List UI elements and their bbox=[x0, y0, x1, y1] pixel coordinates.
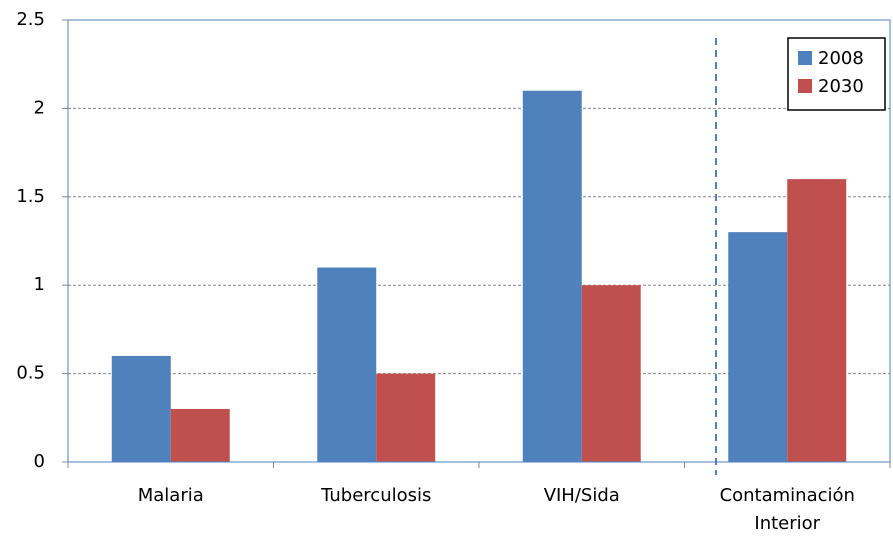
bar bbox=[111, 355, 171, 462]
legend-label: 2030 bbox=[818, 76, 864, 97]
x-tick-label: Tuberculosis bbox=[321, 485, 432, 506]
y-tick-label: 0.5 bbox=[16, 363, 45, 384]
y-tick-label: 1 bbox=[34, 274, 45, 295]
bar bbox=[170, 408, 230, 462]
x-tick-label: VIH/Sida bbox=[543, 485, 620, 506]
x-tick-label: Contaminación Interior bbox=[719, 485, 855, 534]
y-tick-label: 1.5 bbox=[16, 186, 45, 207]
bar bbox=[376, 373, 436, 462]
bar bbox=[581, 285, 641, 462]
x-tick-label: Malaria bbox=[137, 485, 204, 506]
bar bbox=[522, 90, 582, 462]
y-tick-label: 2.5 bbox=[16, 9, 45, 30]
bar bbox=[787, 179, 847, 462]
plot-frame bbox=[67, 19, 891, 463]
y-tick-label: 0 bbox=[34, 451, 45, 472]
legend-swatch bbox=[798, 79, 812, 93]
bar bbox=[317, 267, 377, 462]
legend-label: 2008 bbox=[818, 48, 864, 69]
y-tick-label: 2 bbox=[34, 97, 45, 118]
legend-box bbox=[787, 37, 886, 111]
legend-swatch bbox=[798, 51, 812, 65]
bar bbox=[728, 232, 788, 462]
